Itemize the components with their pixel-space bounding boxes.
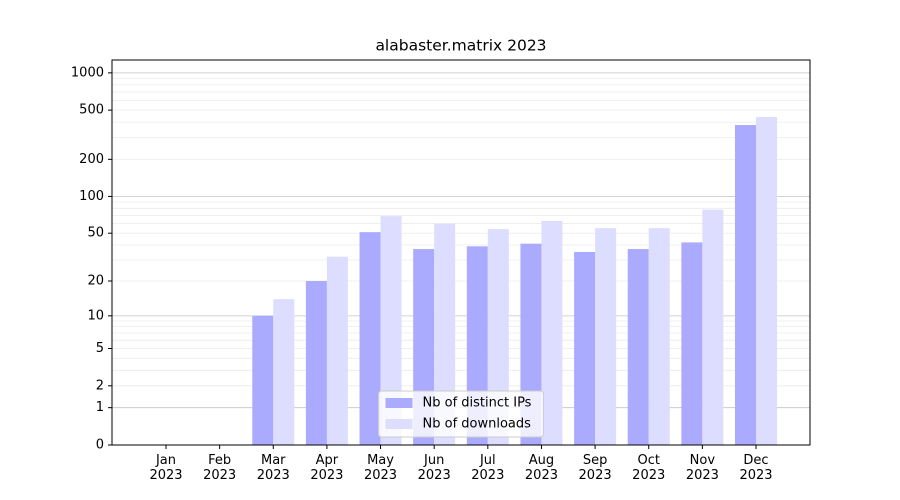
legend-swatch — [385, 419, 413, 429]
bar — [627, 249, 649, 445]
y-tick-label: 100 — [79, 189, 104, 204]
legend-box — [378, 390, 544, 438]
legend: Nb of distinct IPs Nb of downloads — [378, 390, 544, 438]
y-tick-label: 2 — [96, 378, 104, 393]
bar — [541, 220, 563, 445]
bar — [359, 232, 381, 445]
x-tick-label: Oct 2023 — [632, 453, 666, 483]
legend-label: Nb of distinct IPs — [423, 396, 532, 411]
x-tick-label: Jul 2023 — [471, 453, 505, 483]
bar — [735, 125, 756, 445]
bar — [681, 242, 703, 445]
y-tick-label: 10 — [87, 308, 104, 323]
y-tick-label: 0 — [96, 438, 104, 453]
x-tick-label: May 2023 — [363, 453, 398, 483]
x-tick-label: Dec 2023 — [739, 453, 773, 483]
x-tick-label: Aug 2023 — [524, 453, 558, 483]
legend-swatch — [385, 398, 413, 408]
legend-label: Nb of downloads — [423, 417, 532, 432]
x-tick-label: Jun 2023 — [417, 453, 451, 483]
y-tick-label: 200 — [79, 152, 104, 167]
bar — [305, 281, 327, 445]
chart-title: alabaster.matrix 2023 — [375, 37, 546, 55]
bar — [326, 256, 348, 445]
x-tick-label: Feb 2023 — [203, 453, 237, 483]
y-tick-label: 1 — [96, 400, 104, 415]
bar — [595, 228, 617, 445]
y-tick-label: 5 — [96, 341, 104, 356]
bar — [702, 209, 724, 445]
bar — [756, 116, 777, 446]
y-tick-label: 500 — [79, 103, 104, 118]
x-tick-label: Mar 2023 — [256, 453, 290, 483]
x-tick-label: Apr 2023 — [310, 453, 344, 483]
x-tick-label: Sep 2023 — [578, 453, 612, 483]
y-tick-label: 50 — [87, 226, 104, 241]
bar — [273, 299, 295, 445]
bar — [574, 251, 596, 445]
bar — [648, 228, 670, 445]
plot-frame — [111, 59, 811, 446]
y-tick-label: 1000 — [71, 65, 104, 80]
bar — [252, 315, 274, 445]
bar — [380, 216, 402, 445]
x-tick-label: Jan 2023 — [149, 453, 183, 483]
x-tick-label: Nov 2023 — [685, 453, 719, 483]
y-tick-label: 20 — [87, 274, 104, 289]
bar — [434, 223, 456, 445]
